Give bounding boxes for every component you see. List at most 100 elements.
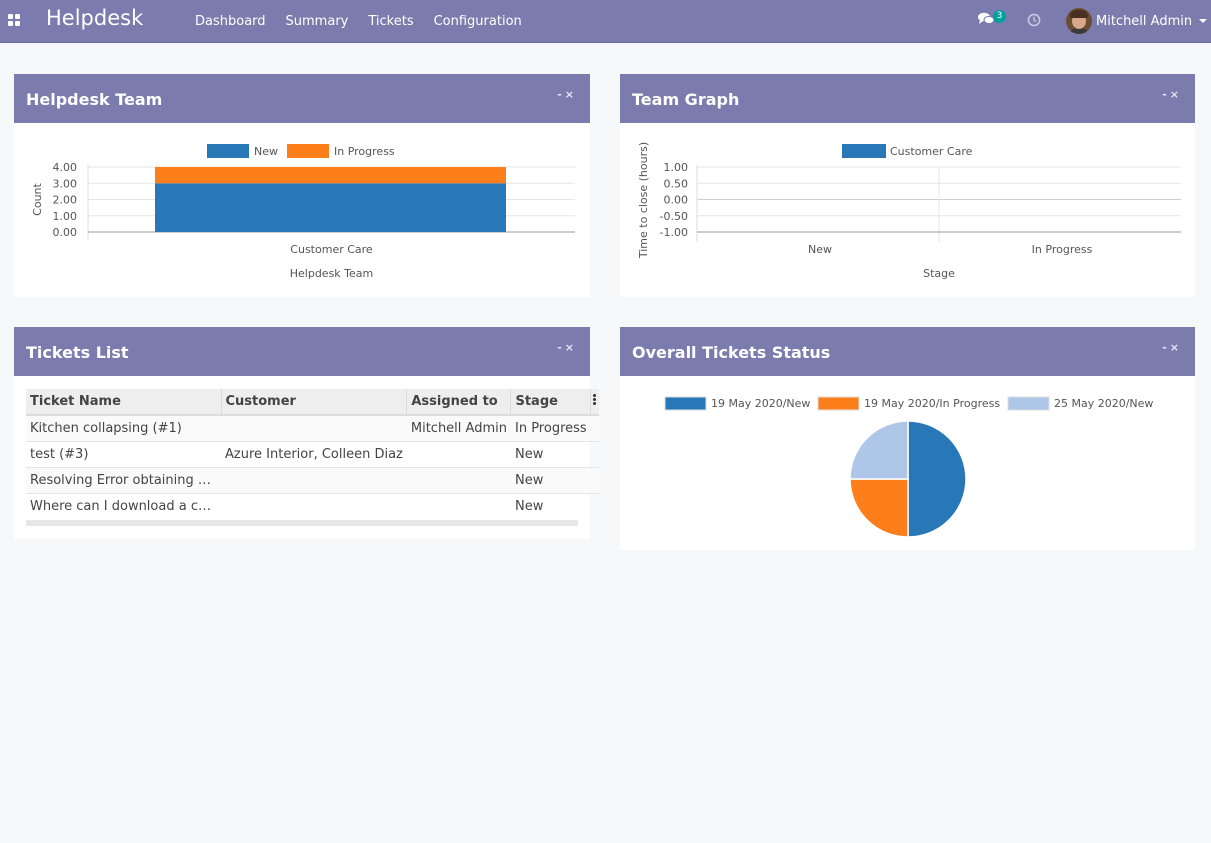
kebab-icon (593, 393, 597, 406)
x-axis-title: Stage (923, 267, 955, 280)
minimize-button[interactable]: - (1162, 341, 1170, 354)
avatar (1066, 8, 1092, 34)
chat-icon[interactable] (978, 12, 994, 26)
pie-slice (849, 478, 909, 538)
cell-ticket-name: Resolving Error obtaining dep… (26, 466, 221, 493)
legend-swatch (1007, 396, 1050, 411)
cell-ticket-name: Where can I download a catal… (26, 492, 221, 519)
panel-controls: -× (1162, 341, 1182, 354)
user-name: Mitchell Admin (1096, 13, 1193, 29)
cell-assigned-to (406, 492, 511, 519)
panel-header: Team Graph -× (620, 74, 1195, 123)
y-axis-title: Time to close (hours) (637, 142, 650, 259)
table-row[interactable]: Resolving Error obtaining dep… New (26, 466, 599, 493)
cell-assigned-to (406, 466, 511, 493)
y-tick-label: -0.50 (660, 210, 688, 223)
legend-swatch (207, 144, 249, 158)
y-tick-label: 1.00 (664, 161, 689, 174)
panel-controls: -× (557, 88, 577, 101)
close-button[interactable]: × (564, 341, 577, 354)
x-tick-label: Customer Care (290, 243, 373, 256)
cell-customer (221, 466, 407, 493)
minimize-button[interactable]: - (557, 88, 565, 101)
minimize-button[interactable]: - (1162, 88, 1170, 101)
cell-customer (221, 414, 407, 441)
bar-new (155, 183, 506, 232)
cell-assigned-to: Mitchell Admin (406, 414, 511, 441)
panel-title: Helpdesk Team (26, 90, 163, 109)
y-tick-label: 4.00 (53, 161, 78, 174)
x-axis-title: Helpdesk Team (290, 267, 374, 280)
legend-swatch (817, 396, 860, 411)
team-graph-chart: Customer Care 1.00 0.50 0.00 -0.50 -1.00 New In… (637, 142, 1181, 280)
legend-label: Customer Care (890, 145, 973, 158)
y-tick-label: 1.00 (53, 210, 78, 223)
table-footer (26, 520, 578, 526)
legend-label: 19 May 2020/In Progress (864, 397, 1000, 410)
cell-customer (221, 492, 407, 519)
panel-header: Helpdesk Team -× (14, 74, 590, 123)
clock-icon[interactable] (1027, 13, 1041, 27)
y-tick-label: 2.00 (53, 194, 78, 207)
minimize-button[interactable]: - (557, 341, 565, 354)
close-button[interactable]: × (1169, 88, 1182, 101)
tickets-table: Ticket Name Customer Assigned to Stage K… (26, 389, 599, 519)
table-header-row: Ticket Name Customer Assigned to Stage (26, 389, 599, 416)
tickets-list-panel: Tickets List -× Ticket Name Customer Ass… (14, 327, 599, 539)
panel-controls: -× (557, 341, 577, 354)
y-axis-title: Count (31, 182, 44, 215)
legend-swatch (287, 144, 329, 158)
table-row[interactable]: Where can I download a catal… New (26, 492, 599, 519)
close-button[interactable]: × (564, 88, 577, 101)
helpdesk-team-chart: New In Progress 0.00 1.00 2.00 3.00 4.00 Custom… (31, 144, 575, 280)
pie-slice (849, 420, 909, 480)
bar-in-progress (155, 167, 506, 184)
top-navbar: Helpdesk Dashboard Summary Tickets Confi… (0, 0, 1211, 43)
y-tick-label: 3.00 (53, 177, 78, 190)
cell-assigned-to (406, 440, 511, 467)
column-options-button[interactable] (590, 389, 599, 416)
legend-label: New (254, 145, 278, 158)
y-tick-label: -1.00 (660, 226, 688, 239)
legend-label: 25 May 2020/New (1054, 397, 1153, 410)
menu-summary[interactable]: Summary (285, 14, 349, 29)
overall-status-pie-chart: 19 May 2020/New 19 May 2020/In Progress 25… (664, 396, 1153, 538)
y-tick-label: 0.00 (53, 226, 78, 239)
team-graph-panel: Team Graph -× Customer Care 1.00 0.50 0.00 -… (620, 74, 1195, 297)
cell-stage: New (510, 440, 591, 467)
app-title[interactable]: Helpdesk (46, 6, 144, 30)
cell-stage: In Progress (510, 414, 591, 441)
cell-stage: New (510, 492, 591, 519)
legend-label: In Progress (334, 145, 395, 158)
close-button[interactable]: × (1169, 341, 1182, 354)
column-header-customer[interactable]: Customer (221, 389, 408, 416)
x-tick-label: In Progress (1032, 243, 1093, 256)
legend-swatch (842, 144, 886, 158)
caret-down-icon (1199, 19, 1208, 23)
cell-ticket-name: test (#3) (26, 440, 221, 467)
y-tick-label: 0.00 (664, 194, 689, 207)
cell-stage: New (510, 466, 591, 493)
legend-label: 19 May 2020/New (711, 397, 810, 410)
panel-title: Tickets List (26, 343, 129, 362)
column-header-stage[interactable]: Stage (510, 389, 592, 416)
user-menu[interactable]: Mitchell Admin (1066, 7, 1208, 35)
column-header-ticket-name[interactable]: Ticket Name (26, 389, 222, 416)
menu-tickets[interactable]: Tickets (368, 14, 414, 29)
column-header-assigned-to[interactable]: Assigned to (406, 389, 512, 416)
menu-configuration[interactable]: Configuration (433, 14, 522, 29)
panel-header: Tickets List -× (14, 327, 590, 376)
table-row[interactable]: Kitchen collapsing (#1) Mitchell Admin I… (26, 414, 599, 441)
pie-slice (907, 420, 967, 538)
legend-swatch (664, 396, 707, 411)
y-tick-label: 0.50 (664, 177, 689, 190)
chat-count-badge: 3 (993, 10, 1006, 23)
panel-header: Overall Tickets Status -× (620, 327, 1195, 376)
cell-ticket-name: Kitchen collapsing (#1) (26, 414, 221, 441)
cell-customer: Azure Interior, Colleen Diaz (221, 440, 407, 467)
table-row[interactable]: test (#3) Azure Interior, Colleen Diaz N… (26, 440, 599, 467)
apps-icon[interactable] (8, 14, 21, 27)
menu-dashboard[interactable]: Dashboard (195, 14, 266, 29)
overall-tickets-status-panel: Overall Tickets Status -× 19 May 2020/Ne… (620, 327, 1195, 550)
panel-controls: -× (1162, 88, 1182, 101)
